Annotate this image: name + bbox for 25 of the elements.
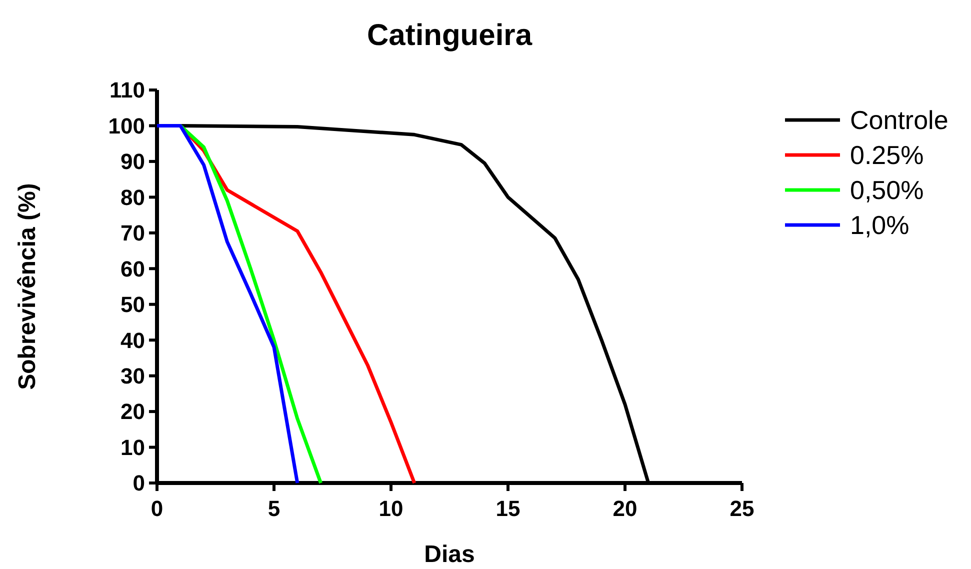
y-tick-label: 40: [120, 328, 145, 353]
y-tick-label: 110: [110, 78, 145, 103]
x-tick-label: 0: [150, 496, 164, 521]
legend-label: Controle: [850, 105, 948, 136]
y-tick-label: 90: [120, 149, 145, 174]
y-tick-label: 0: [132, 470, 145, 496]
y-tick-label: 100: [108, 113, 145, 138]
x-axis-title: Dias: [424, 541, 475, 568]
y-tick-label: 60: [120, 256, 145, 282]
legend-label: 1,0%: [850, 210, 910, 240]
chart-title: Catingueira: [366, 19, 532, 52]
legend-label: 0,50%: [850, 175, 924, 206]
y-tick-label: 80: [120, 184, 145, 210]
y-axis-title: Sobrevivência (%): [14, 183, 41, 390]
y-tick-label: 20: [120, 399, 145, 424]
x-tick-label: 15: [496, 496, 520, 521]
x-tick-label: 10: [378, 496, 404, 521]
x-tick-label: 5: [268, 496, 280, 521]
x-tick-label: 25: [730, 496, 754, 521]
y-tick-label: 70: [120, 220, 145, 246]
x-tick-label: 20: [612, 496, 638, 521]
y-tick-label: 10: [120, 434, 145, 460]
legend-label: 0.25%: [850, 140, 924, 170]
y-tick-label: 50: [120, 292, 145, 318]
y-tick-label: 30: [120, 364, 145, 389]
